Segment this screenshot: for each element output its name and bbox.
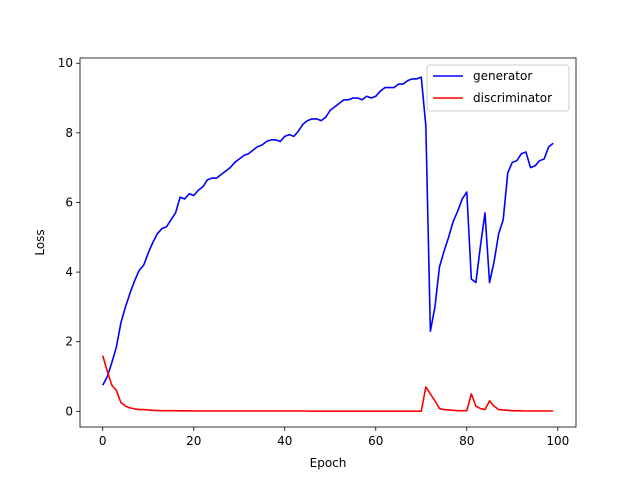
legend-label-generator: generator [473,69,532,83]
x-tick-label: 60 [368,434,383,448]
y-tick-label: 4 [65,265,73,279]
x-tick-label: 20 [186,434,201,448]
y-tick-label: 8 [65,126,73,140]
y-tick-label: 0 [65,404,73,418]
y-tick-label: 10 [58,56,73,70]
legend: generator discriminator [426,64,570,112]
x-tick-label: 100 [546,434,569,448]
y-axis-label: Loss [33,229,47,255]
series-line-generator [102,76,554,386]
legend-label-discriminator: discriminator [473,91,552,105]
y-tick-label: 6 [65,195,73,209]
x-tick-label: 80 [459,434,474,448]
series-layer [101,76,554,412]
x-tick-label: 40 [277,434,292,448]
x-tick-label: 0 [99,434,107,448]
axes-frame [79,57,577,428]
ticks-layer: 0 20 40 60 80 100 0 2 4 6 8 10 [58,56,570,448]
x-axis-label: Epoch [310,456,347,470]
y-tick-label: 2 [65,335,73,349]
series-line-discriminator [101,355,554,412]
